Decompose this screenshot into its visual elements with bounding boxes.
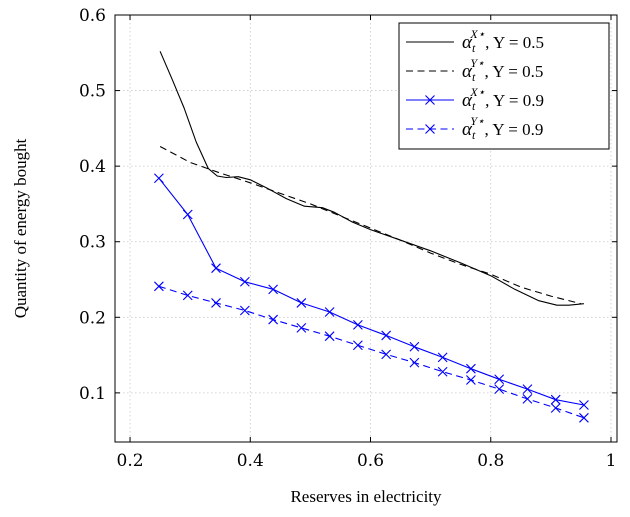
- series-line-1: [159, 51, 584, 306]
- legend-item-3: αtX⋆, Y = 0.9: [406, 85, 544, 113]
- y-tick-label: 0.2: [79, 308, 106, 328]
- data-point-marker: [296, 322, 307, 333]
- legend-subscript: t: [472, 128, 476, 142]
- data-point-marker: [409, 341, 420, 352]
- data-point-marker: [324, 331, 335, 342]
- data-point-marker: [268, 314, 279, 325]
- y-axis-label: Quantity of energy bought: [11, 138, 30, 318]
- x-tick-label: 0.4: [237, 451, 264, 471]
- legend-marker: [425, 124, 435, 134]
- tick-layer: 0.2 0.4 0.6 0.8 1 0.1 0.2 0.3 0.4 0.5 0.6: [79, 6, 617, 471]
- legend-item-4: αtY⋆, Y = 0.9: [406, 114, 543, 142]
- legend-subscript: t: [472, 41, 476, 55]
- legend-label: αtX⋆, Y = 0.5: [462, 27, 544, 55]
- data-point-marker: [437, 352, 448, 363]
- legend-symbol: α: [462, 61, 473, 82]
- data-point-marker: [153, 173, 164, 184]
- data-point-marker: [182, 209, 193, 220]
- series-line-4: [158, 285, 585, 419]
- data-point-marker: [352, 340, 363, 351]
- legend-superscript: Y⋆: [470, 56, 485, 70]
- legend-symbol: α: [462, 119, 473, 140]
- data-point-marker: [296, 298, 307, 308]
- data-point-marker: [579, 412, 589, 423]
- legend-item-1: αtX⋆, Y = 0.5: [406, 27, 544, 55]
- data-point-marker: [324, 307, 335, 317]
- data-point-marker: [381, 330, 392, 341]
- data-point-marker: [494, 384, 505, 394]
- legend-label: αtX⋆, Y = 0.9: [462, 85, 544, 113]
- y-tick-label: 0.1: [79, 384, 106, 404]
- y-tick-label: 0.3: [79, 233, 106, 253]
- x-tick-label: 0.6: [357, 451, 384, 471]
- legend-symbol: α: [462, 32, 473, 53]
- data-point-marker: [268, 284, 279, 295]
- series-line-3: [158, 177, 585, 406]
- y-tick-label: 0.5: [79, 82, 106, 102]
- legend-item-2: αtY⋆, Y = 0.5: [406, 56, 543, 84]
- series-3: [153, 173, 589, 410]
- x-tick-label: 1: [606, 451, 617, 471]
- data-point-marker: [550, 403, 561, 413]
- legend-marker: [425, 95, 435, 105]
- data-point-marker: [211, 298, 221, 308]
- legend-symbol: α: [462, 90, 473, 111]
- x-tick-label: 0.2: [117, 451, 144, 471]
- series-layer: [153, 51, 589, 423]
- data-point-marker: [211, 263, 221, 274]
- legend-label: αtY⋆, Y = 0.9: [462, 114, 543, 142]
- data-point-marker: [153, 281, 164, 292]
- legend-condition: , Y = 0.9: [485, 120, 544, 139]
- data-point-marker: [522, 394, 533, 404]
- series-4: [153, 281, 589, 423]
- data-point-marker: [239, 305, 250, 316]
- data-point-marker: [466, 363, 476, 374]
- data-point-marker: [579, 400, 589, 410]
- y-tick-label: 0.4: [79, 157, 106, 177]
- data-point-marker: [550, 394, 561, 405]
- data-point-marker: [409, 357, 420, 368]
- y-tick-label: 0.6: [79, 6, 106, 26]
- legend-condition: , Y = 0.5: [485, 33, 544, 52]
- data-point-marker: [182, 290, 193, 301]
- series-1: [159, 51, 584, 306]
- legend-condition: , Y = 0.5: [485, 62, 544, 81]
- plot-frame: [114, 14, 618, 443]
- data-point-marker: [381, 349, 392, 360]
- legend-superscript: X⋆: [469, 27, 485, 41]
- data-point-marker: [437, 366, 448, 377]
- data-point-marker: [466, 375, 476, 385]
- data-point-marker: [522, 384, 533, 394]
- x-axis-label: Reserves in electricity: [290, 487, 442, 506]
- data-point-marker: [494, 374, 505, 385]
- legend-label: αtY⋆, Y = 0.5: [462, 56, 543, 84]
- legend-subscript: t: [472, 70, 476, 84]
- legend-superscript: X⋆: [469, 85, 485, 99]
- data-point-marker: [352, 319, 363, 330]
- legend-box: [398, 22, 610, 150]
- x-tick-label: 0.8: [477, 451, 504, 471]
- legend-condition: , Y = 0.9: [485, 91, 544, 110]
- data-point-marker: [239, 276, 250, 287]
- legend-subscript: t: [472, 99, 476, 113]
- legend-superscript: Y⋆: [470, 114, 485, 128]
